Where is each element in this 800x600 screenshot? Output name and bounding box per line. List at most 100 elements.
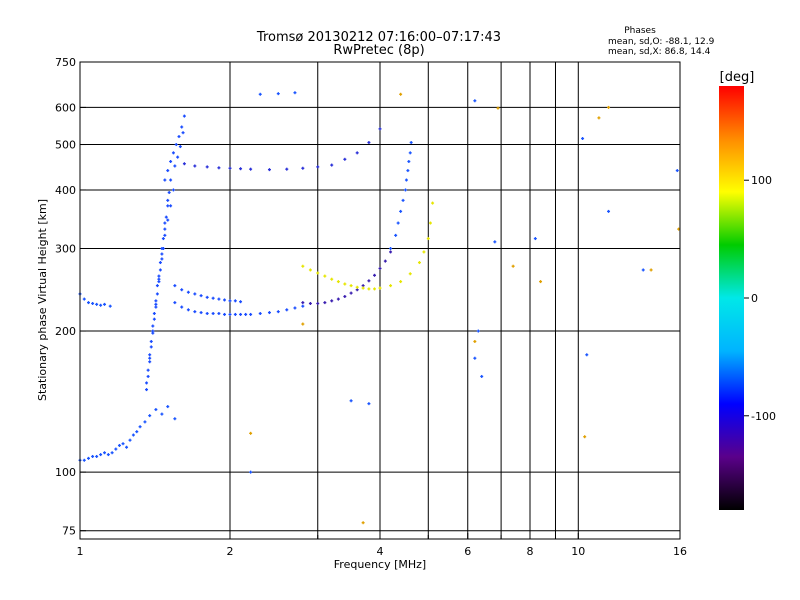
data-point <box>480 374 484 378</box>
data-point <box>135 430 139 434</box>
data-point <box>166 198 170 202</box>
data-point <box>95 302 99 306</box>
data-point <box>163 221 167 225</box>
colorbar-tick-label: -100 <box>751 410 776 423</box>
data-point <box>408 151 412 155</box>
data-point <box>182 162 186 166</box>
data-point <box>166 169 170 173</box>
data-point <box>408 272 412 276</box>
data-point <box>217 166 221 170</box>
data-point <box>164 215 168 219</box>
data-point <box>138 425 142 429</box>
colorbar-ticks: 100 0 -100 <box>744 174 776 423</box>
data-point <box>228 299 232 303</box>
data-point <box>110 451 114 455</box>
data-point <box>378 286 382 290</box>
data-point <box>161 237 165 241</box>
data-point <box>160 247 164 251</box>
data-point <box>186 308 190 312</box>
data-point <box>148 356 152 360</box>
data-point <box>181 131 185 135</box>
data-point <box>217 297 221 301</box>
data-point <box>171 151 175 155</box>
x-tick-label: 16 <box>673 545 687 558</box>
data-point <box>199 311 203 315</box>
data-point <box>131 433 135 437</box>
y-axis-label: Stationary phase Virtual Height [km] <box>36 199 49 401</box>
data-point <box>244 312 248 316</box>
chart-subtitle: RwPretec (8p) <box>333 43 424 58</box>
data-point <box>233 312 237 316</box>
data-point <box>641 268 645 272</box>
data-point <box>95 454 99 458</box>
y-tick-label: 500 <box>55 139 76 152</box>
data-point <box>539 280 543 284</box>
data-point <box>169 204 173 208</box>
data-point <box>91 301 95 305</box>
data-point <box>399 280 403 284</box>
y-tick-label: 200 <box>55 325 76 338</box>
data-point <box>267 168 271 172</box>
data-point <box>149 345 153 349</box>
data-points <box>78 91 681 525</box>
data-point <box>355 285 359 289</box>
data-point <box>285 167 289 171</box>
data-point <box>496 106 500 110</box>
data-point <box>373 273 377 277</box>
data-point <box>145 381 149 385</box>
x-tick-label: 2 <box>227 545 234 558</box>
colorbar-tick-label: 100 <box>751 174 772 187</box>
data-point <box>258 312 262 316</box>
data-point <box>128 438 132 442</box>
data-point <box>394 233 398 237</box>
data-point <box>205 295 209 299</box>
data-point <box>239 167 243 171</box>
colorbar-gradient <box>719 86 744 510</box>
data-point <box>239 300 243 304</box>
data-point <box>476 329 480 333</box>
data-point <box>171 188 175 192</box>
data-point <box>403 188 407 192</box>
data-point <box>249 167 253 171</box>
data-point <box>148 414 152 418</box>
data-point <box>169 178 173 182</box>
data-point <box>267 311 271 315</box>
phases-o-stats: mean, sd,O: -88.1, 12.9 <box>608 37 715 47</box>
x-tick-label: 6 <box>464 545 471 558</box>
data-point <box>473 339 477 343</box>
data-point <box>583 435 587 439</box>
data-point <box>186 290 190 294</box>
data-point <box>597 116 601 120</box>
data-point <box>91 454 95 458</box>
data-point <box>193 310 197 314</box>
phases-x-stats: mean, sd,X: 86.8, 14.4 <box>608 47 711 57</box>
data-point <box>511 264 515 268</box>
data-point <box>205 165 209 169</box>
data-point <box>378 127 382 131</box>
data-point <box>205 312 209 316</box>
colorbar-tick-label: 0 <box>751 292 758 305</box>
colorbar-label: [deg] <box>720 70 755 85</box>
data-point <box>158 268 162 272</box>
x-tick-label: 4 <box>377 545 384 558</box>
data-point <box>493 240 497 244</box>
chart-title: Tromsø 20130212 07:16:00–07:17:43 <box>256 30 501 45</box>
data-point <box>417 261 421 265</box>
data-point <box>285 308 289 312</box>
data-point <box>160 257 164 261</box>
data-point <box>389 250 393 254</box>
y-tick-label: 400 <box>55 184 76 197</box>
data-point <box>160 412 164 416</box>
data-point <box>155 284 159 288</box>
x-ticks: 1 2 4 6 8 10 16 <box>77 533 687 558</box>
data-point <box>399 209 403 213</box>
data-point <box>301 301 305 305</box>
y-tick-label: 600 <box>55 101 76 114</box>
data-point <box>401 198 405 202</box>
data-point <box>330 299 334 303</box>
data-point <box>173 417 177 421</box>
x-tick-label: 1 <box>77 545 84 558</box>
data-point <box>121 442 125 446</box>
data-point <box>316 301 320 305</box>
